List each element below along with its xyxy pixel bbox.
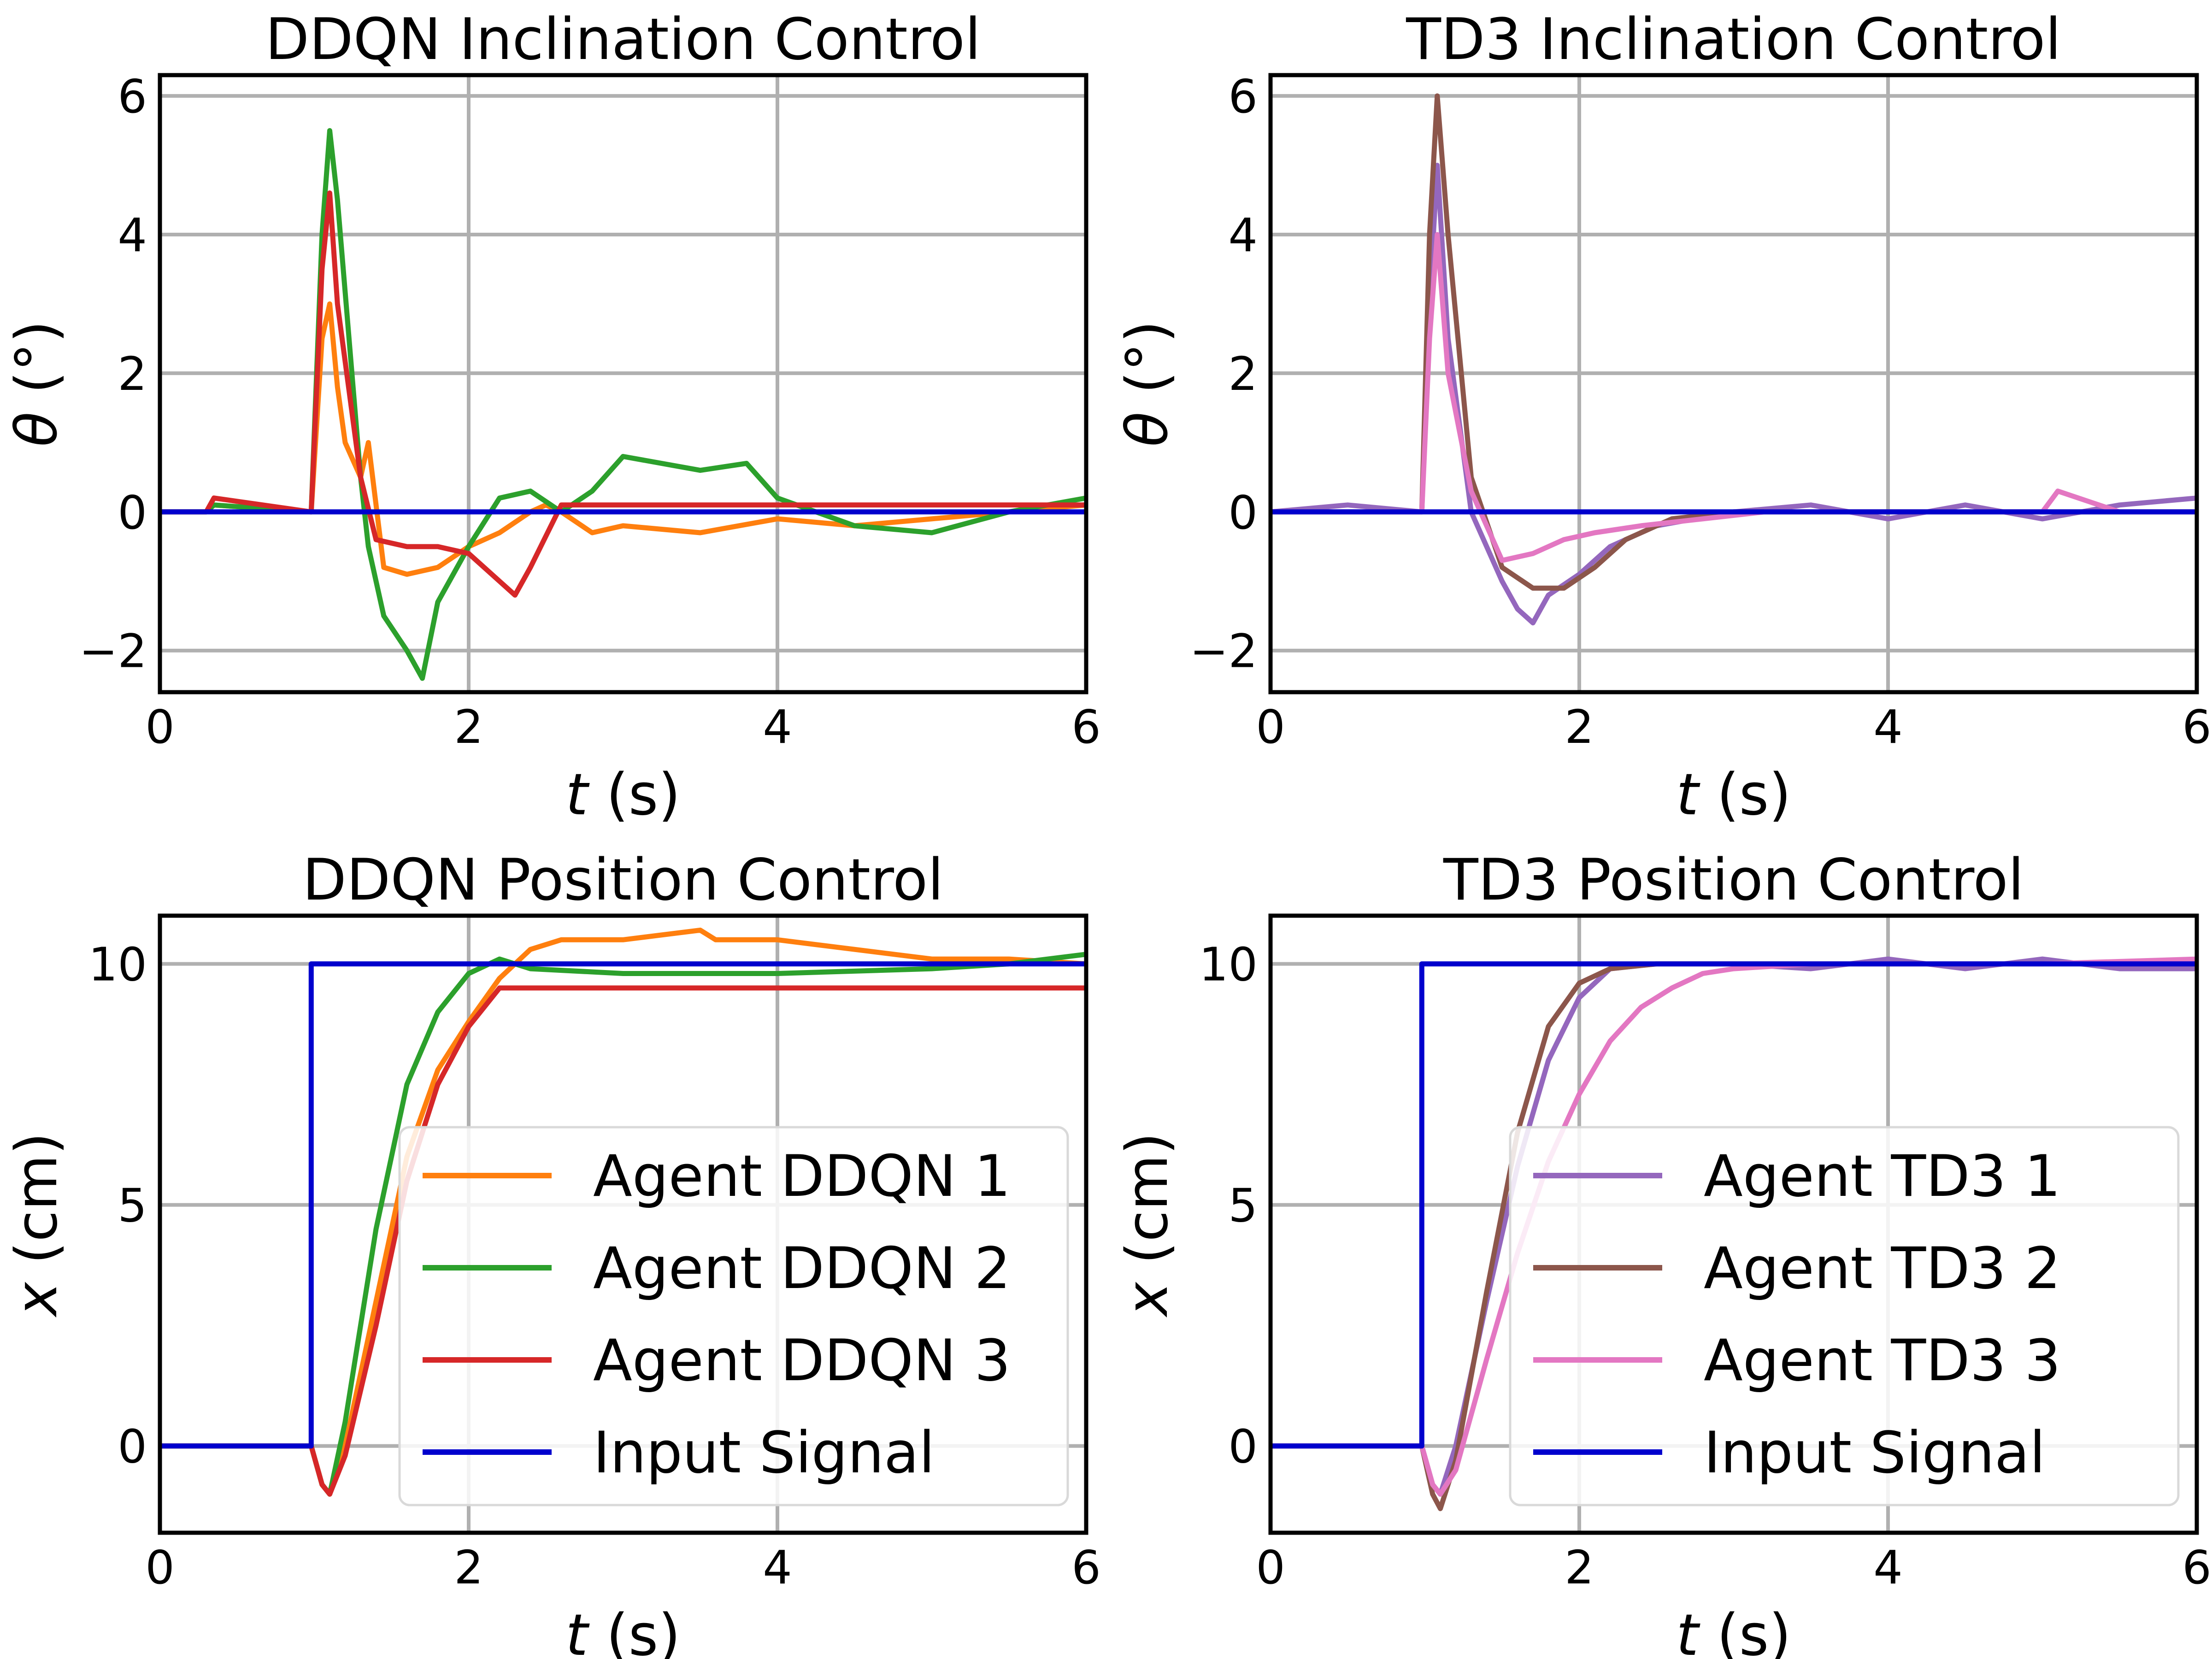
chart-2: 0 2 4 6 0 5 10 DDQN Position Control t (s) x (cm)… — [4, 847, 1101, 1659]
chart-2-xtick-label-3: 6 — [1071, 1541, 1101, 1594]
chart-2-legend-box — [398, 1126, 1069, 1506]
chart-3-legend-label-2: Agent TD3 3 — [1704, 1328, 2061, 1394]
chart-0-series-2-line — [160, 190, 1086, 598]
chart-1-ytick-label-3: 4 — [1228, 208, 1258, 262]
chart-2-xtick-label-1: 2 — [454, 1541, 483, 1594]
chart-0-ytick-label-2: 2 — [118, 347, 147, 401]
chart-1-ytick-label-2: 2 — [1228, 347, 1258, 401]
chart-3-xtick-label-0: 0 — [1256, 1541, 1285, 1594]
chart-3-legend-label-0: Agent TD3 1 — [1704, 1143, 2061, 1210]
chart-3-frame — [1268, 913, 2199, 1535]
chart-0-title: DDQN Inclination Control — [265, 6, 981, 73]
chart-0-xtick-label-1: 2 — [454, 700, 483, 754]
chart-0-ytick-label-3: 4 — [118, 208, 147, 262]
chart-1-series-group — [1271, 93, 2197, 626]
chart-3-xlabel: t (s) — [1676, 1602, 1791, 1659]
chart-1-xtick-label-3: 6 — [2182, 700, 2212, 754]
chart-3-ytick-label-1: 5 — [1228, 1179, 1258, 1233]
chart-0-xtick-label-3: 6 — [1071, 700, 1101, 754]
chart-2-ytick-label-0: 0 — [118, 1420, 147, 1474]
chart-3-xtick-label-3: 6 — [2182, 1541, 2212, 1594]
chart-1-ytick-label-4: 6 — [1228, 70, 1258, 124]
chart-3-legend-box — [1509, 1126, 2180, 1506]
chart-3-ytick-label-2: 10 — [1199, 938, 1258, 992]
chart-3-title: TD3 Position Control — [1443, 847, 2024, 913]
chart-2-ylabel: x (cm) — [4, 1132, 70, 1318]
chart-2-frame — [158, 913, 1088, 1535]
chart-0-xlabel: t (s) — [565, 762, 680, 828]
chart-1-frame — [1268, 73, 2199, 694]
chart-3-xtick-label-2: 4 — [1873, 1541, 1903, 1594]
chart-2-series-group — [160, 927, 1086, 1497]
chart-1-xtick-label-0: 0 — [1256, 700, 1285, 754]
chart-0-xtick-label-0: 0 — [145, 700, 175, 754]
chart-2-legend-label-3: Input Signal — [593, 1420, 935, 1486]
chart-0-series-0-line — [160, 301, 1086, 577]
chart-3-legend: Agent TD3 1 Agent TD3 2 Agent TD3 3 Input S… — [1509, 1126, 2180, 1506]
chart-2-legend-label-1: Agent DDQN 2 — [593, 1235, 1011, 1302]
chart-1-ytick-label-1: 0 — [1228, 486, 1258, 540]
chart-2-xlabel: t (s) — [565, 1602, 680, 1659]
chart-2-title: DDQN Position Control — [302, 847, 943, 913]
chart-2-xtick-label-0: 0 — [145, 1541, 175, 1594]
chart-1-xlabel: t (s) — [1676, 762, 1791, 828]
chart-0: 0 2 4 6 −2 0 2 4 6 DDQN Inclination Control t (s) θ… — [4, 6, 1101, 828]
chart-0-ylabel: θ (°) — [4, 320, 70, 447]
chart-0-series-1-line — [160, 128, 1086, 681]
chart-1-xtick-label-1: 2 — [1565, 700, 1594, 754]
chart-2-ytick-label-2: 10 — [88, 938, 147, 992]
chart-3-ytick-label-0: 0 — [1228, 1420, 1258, 1474]
chart-2-legend-label-2: Agent DDQN 3 — [593, 1328, 1011, 1394]
chart-1-xtick-label-2: 4 — [1873, 700, 1903, 754]
chart-0-series-group — [160, 128, 1086, 681]
chart-2-legend: Agent DDQN 1 Agent DDQN 2 Agent DDQN 3 Inpu… — [398, 1126, 1069, 1506]
chart-0-ytick-label-0: −2 — [79, 624, 147, 678]
chart-2-ytick-label-1: 5 — [118, 1179, 147, 1233]
chart-3-xtick-label-1: 2 — [1565, 1541, 1594, 1594]
chart-2-legend-label-0: Agent DDQN 1 — [593, 1143, 1011, 1210]
chart-1-title: TD3 Inclination Control — [1406, 6, 2061, 73]
chart-2-series-3-line — [160, 961, 1086, 1449]
chart-2-series-2-line — [160, 985, 1086, 1497]
chart-1-ytick-label-0: −2 — [1190, 624, 1258, 678]
chart-3-legend-label-1: Agent TD3 2 — [1704, 1235, 2061, 1302]
chart-3: 0 2 4 6 0 5 10 TD3 Position Control t (s) x (cm) A… — [1114, 847, 2212, 1659]
chart-0-ytick-label-4: 6 — [118, 70, 147, 124]
chart-0-xtick-label-2: 4 — [763, 700, 792, 754]
chart-0-ytick-label-1: 0 — [118, 486, 147, 540]
chart-3-legend-label-3: Input Signal — [1704, 1420, 2045, 1486]
chart-1: 0 2 4 6 −2 0 2 4 6 TD3 Inclination Control t (s) θ … — [1114, 6, 2212, 828]
chart-3-series-group — [1271, 956, 2197, 1512]
chart-3-ylabel: x (cm) — [1114, 1132, 1181, 1318]
chart-1-ylabel: θ (°) — [1114, 320, 1181, 447]
chart-0-frame — [158, 73, 1088, 694]
chart-2-xtick-label-2: 4 — [763, 1541, 792, 1594]
chart-3-series-3-line — [1271, 961, 2197, 1449]
